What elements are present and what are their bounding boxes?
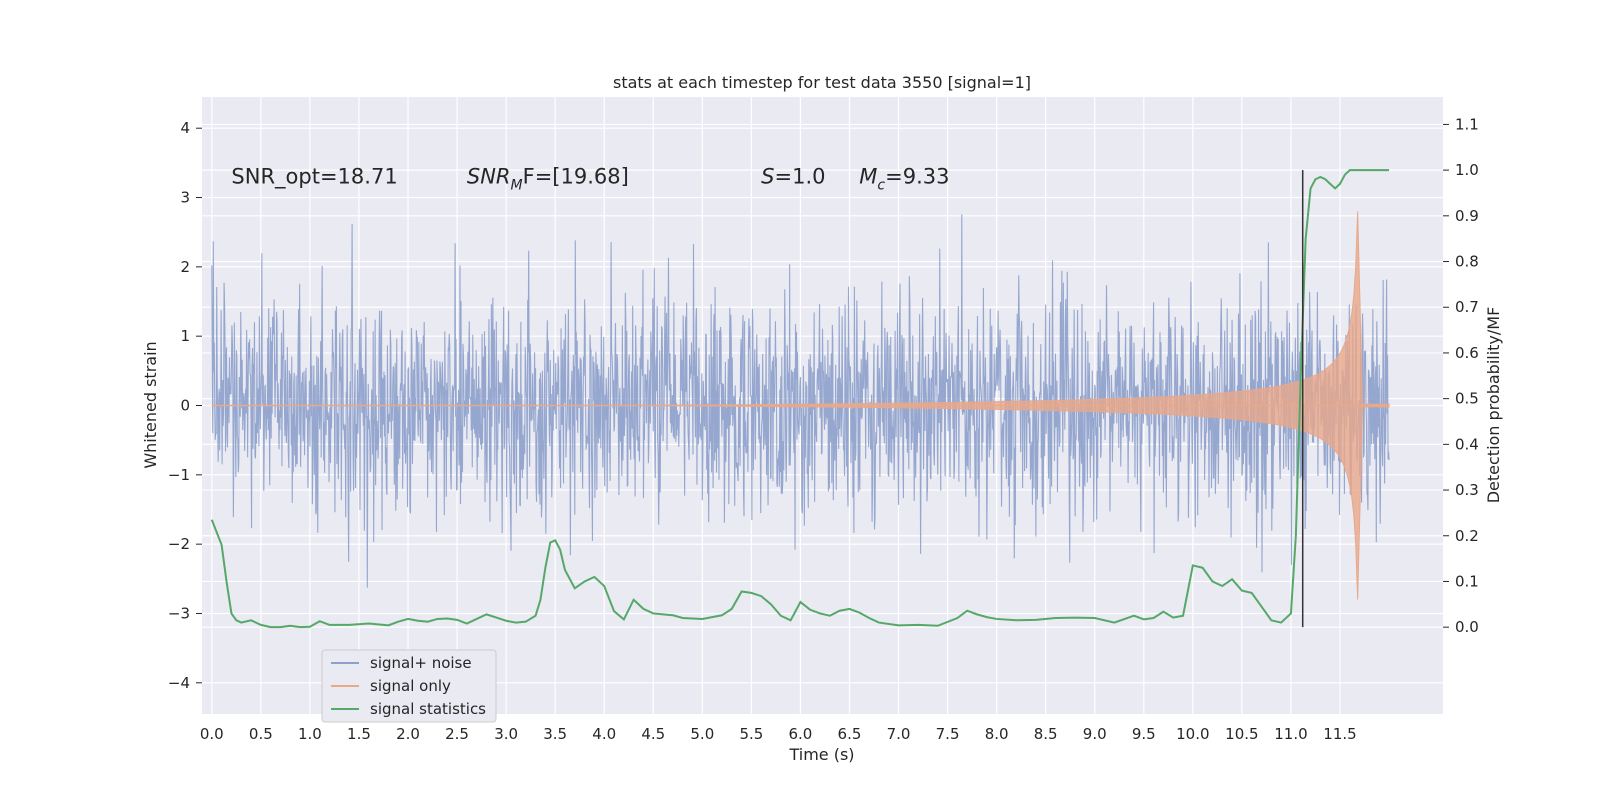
- annotation-value: =1.0: [775, 165, 826, 189]
- signal-only-series: [211, 211, 1390, 600]
- x-axis-label: Time (s): [788, 745, 854, 764]
- y2-tick-label: 0.4: [1455, 435, 1479, 453]
- x-tick-label: 9.0: [1083, 725, 1107, 743]
- y-tick-label: 4: [180, 119, 190, 137]
- y2-tick-label: 0.5: [1455, 390, 1479, 408]
- x-tick-label: 7.0: [887, 725, 911, 743]
- x-tick-label: 0.5: [249, 725, 273, 743]
- annotation-main: SNR_opt=18.71: [231, 165, 397, 190]
- y2-tick-label: 1.1: [1455, 115, 1479, 133]
- legend-label-signal-only: signal only: [370, 677, 451, 695]
- x-tick-label: 10.5: [1225, 725, 1258, 743]
- x-tick-label: 0.0: [200, 725, 224, 743]
- y2-tick-label: 0.2: [1455, 527, 1479, 545]
- y-axis-label: Whitened strain: [141, 341, 160, 468]
- annotation-main: M: [859, 165, 877, 189]
- x-tick-label: 9.5: [1132, 725, 1156, 743]
- y-tick-label: 3: [180, 189, 190, 207]
- y2-tick-label: 0.8: [1455, 253, 1479, 271]
- y2-tick-label: 0.9: [1455, 207, 1479, 225]
- ticks: 0.0 0.5 1.0 1.5 2.0 2.5 3.0 3.5 4.0 4.5 5.0 5.5 6.0 6…: [168, 115, 1479, 743]
- legend: signal+ noise signal only signal statist…: [321, 649, 497, 723]
- annotation-main: S: [761, 165, 774, 189]
- legend-label-signal-statistics: signal statistics: [370, 700, 486, 718]
- y-tick-label: 1: [180, 327, 190, 345]
- annotation-value: F=[19.68]: [523, 165, 629, 189]
- chart-title: stats at each timestep for test data 355…: [613, 73, 1031, 92]
- x-tick-label: 2.0: [396, 725, 420, 743]
- y2-tick-label: 0.3: [1455, 481, 1479, 499]
- signal-statistics-line: [210, 169, 1390, 629]
- x-tick-label: 10.0: [1176, 725, 1209, 743]
- legend-label-signal-noise: signal+ noise: [370, 654, 472, 672]
- y2-tick-label: 0.7: [1455, 298, 1479, 316]
- annotation-subscript: M: [511, 178, 523, 194]
- x-tick-label: 3.5: [543, 725, 567, 743]
- y-tick-label: 2: [180, 258, 190, 276]
- y2-tick-label: 0.1: [1455, 572, 1479, 590]
- x-tick-label: 1.0: [298, 725, 322, 743]
- x-tick-label: 5.5: [739, 725, 763, 743]
- x-tick-label: 7.5: [936, 725, 960, 743]
- annotation-main: SNR: [467, 165, 511, 189]
- y2-tick-label: 1.0: [1455, 161, 1479, 179]
- y-tick-label: 0: [180, 397, 190, 415]
- x-tick-label: 11.5: [1323, 725, 1356, 743]
- annotation: S=1.0: [761, 165, 825, 189]
- x-tick-label: 5.0: [690, 725, 714, 743]
- signal-statistics-series: [210, 169, 1390, 629]
- y-tick-label: −2: [168, 535, 190, 553]
- x-tick-label: 4.5: [641, 725, 665, 743]
- x-tick-label: 8.5: [1034, 725, 1058, 743]
- y2-tick-label: 0.0: [1455, 618, 1479, 636]
- annotation: SNRMF=[19.68]: [467, 165, 629, 194]
- x-tick-label: 6.5: [838, 725, 862, 743]
- x-tick-label: 2.5: [445, 725, 469, 743]
- annotation-subscript: c: [877, 178, 885, 194]
- annotation: Mc=9.33: [859, 165, 949, 194]
- y-tick-label: −4: [168, 674, 190, 692]
- y-tick-label: −3: [168, 604, 190, 622]
- y-tick-label: −1: [168, 466, 190, 484]
- x-tick-label: 4.0: [592, 725, 616, 743]
- legend-box: [321, 649, 497, 723]
- y2-axis-label: Detection probability/MF: [1484, 307, 1503, 504]
- x-tick-label: 6.0: [788, 725, 812, 743]
- x-tick-label: 3.0: [494, 725, 518, 743]
- annotation: SNR_opt=18.71: [231, 165, 397, 190]
- x-tick-label: 8.0: [985, 725, 1009, 743]
- annotation-value: =9.33: [885, 165, 949, 189]
- y2-tick-label: 0.6: [1455, 344, 1479, 362]
- x-tick-label: 11.0: [1274, 725, 1307, 743]
- x-tick-label: 1.5: [347, 725, 371, 743]
- annotations: SNR_opt=18.71 SNRMF=[19.68] S=1.0 Mc=9.33: [231, 165, 949, 194]
